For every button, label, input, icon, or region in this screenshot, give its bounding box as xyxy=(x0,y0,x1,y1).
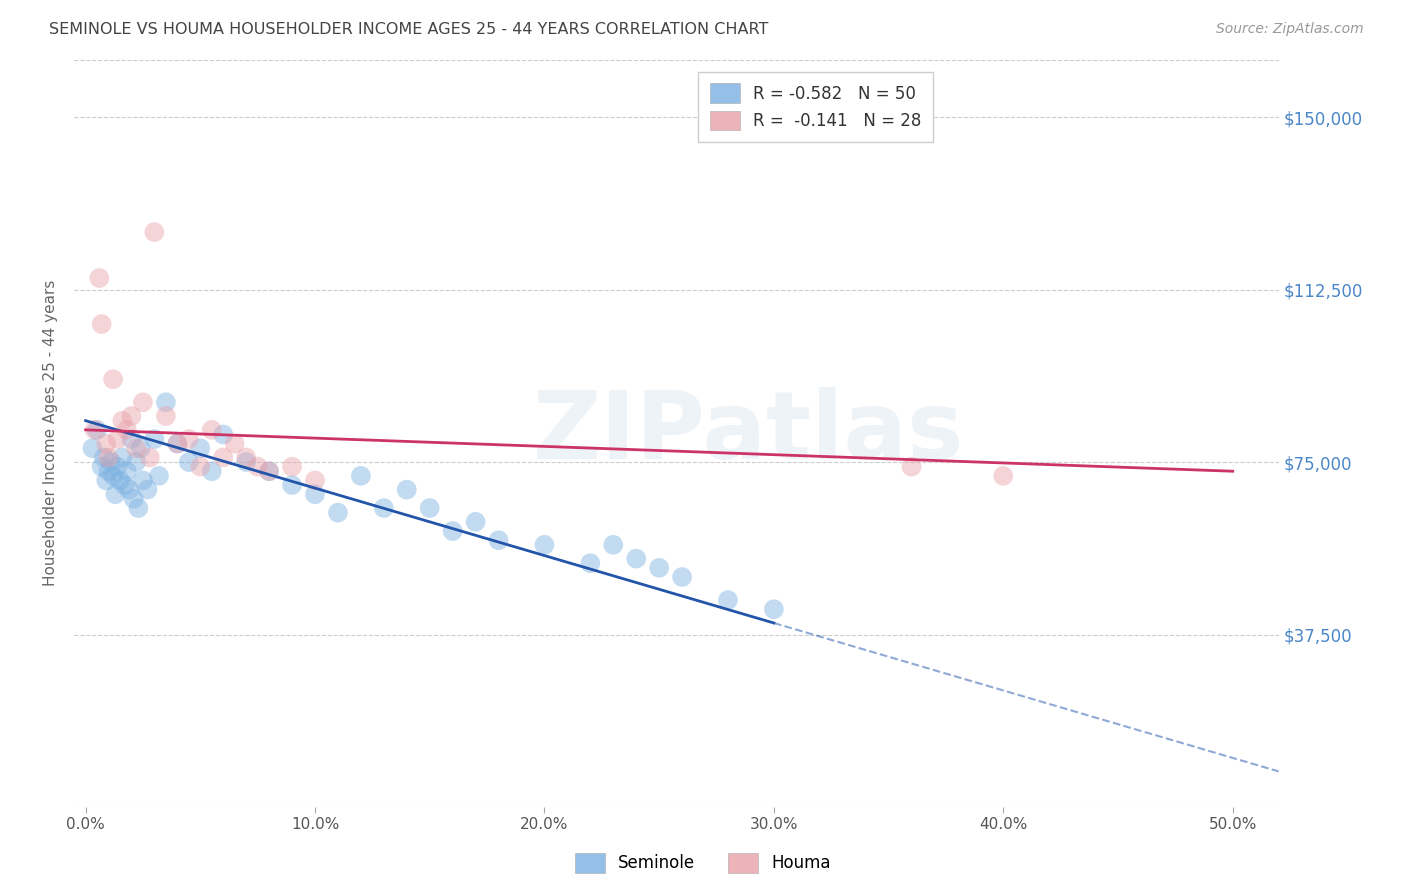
Point xyxy=(86,423,108,437)
Point xyxy=(224,436,246,450)
Y-axis label: Householder Income Ages 25 - 44 years: Householder Income Ages 25 - 44 years xyxy=(44,280,58,586)
Point xyxy=(212,427,235,442)
Point xyxy=(717,593,740,607)
Point xyxy=(111,414,134,428)
Point xyxy=(281,459,304,474)
Point xyxy=(177,432,200,446)
Point xyxy=(101,468,124,483)
Point xyxy=(89,271,111,285)
Point xyxy=(83,423,105,437)
Point xyxy=(464,515,486,529)
Point xyxy=(125,442,148,456)
Point xyxy=(419,501,441,516)
Point xyxy=(257,464,280,478)
Point xyxy=(96,474,118,488)
Point xyxy=(127,501,149,516)
Point xyxy=(533,538,555,552)
Point xyxy=(148,468,170,483)
Point xyxy=(900,459,922,474)
Point xyxy=(155,409,177,423)
Legend: Seminole, Houma: Seminole, Houma xyxy=(568,847,838,880)
Point xyxy=(107,459,129,474)
Point xyxy=(96,436,118,450)
Point xyxy=(373,501,395,516)
Point xyxy=(120,432,142,446)
Point xyxy=(188,459,211,474)
Point xyxy=(90,459,112,474)
Point xyxy=(166,436,188,450)
Point xyxy=(111,450,134,465)
Point xyxy=(177,455,200,469)
Point xyxy=(104,487,127,501)
Point xyxy=(671,570,693,584)
Point xyxy=(281,478,304,492)
Point xyxy=(139,450,162,465)
Point xyxy=(97,450,120,465)
Point xyxy=(246,459,269,474)
Point xyxy=(107,432,129,446)
Point xyxy=(201,464,224,478)
Point xyxy=(115,423,138,437)
Point xyxy=(257,464,280,478)
Point xyxy=(201,423,224,437)
Point xyxy=(350,468,373,483)
Point xyxy=(97,464,120,478)
Point xyxy=(122,491,145,506)
Point xyxy=(648,561,671,575)
Point xyxy=(212,450,235,465)
Point xyxy=(441,524,464,538)
Point xyxy=(115,464,138,478)
Point xyxy=(120,409,142,423)
Point xyxy=(602,538,624,552)
Point xyxy=(155,395,177,409)
Point xyxy=(93,450,115,465)
Point xyxy=(488,533,510,548)
Point xyxy=(118,483,141,497)
Point xyxy=(626,551,648,566)
Point xyxy=(129,442,152,456)
Point xyxy=(90,317,112,331)
Point xyxy=(132,474,155,488)
Point xyxy=(188,442,211,456)
Point xyxy=(235,450,257,465)
Point xyxy=(579,556,602,570)
Text: ZIPatlas: ZIPatlas xyxy=(533,387,965,479)
Point xyxy=(100,455,122,469)
Point xyxy=(395,483,418,497)
Point xyxy=(326,506,349,520)
Point xyxy=(136,483,159,497)
Point xyxy=(114,478,136,492)
Point xyxy=(143,225,166,239)
Point xyxy=(304,487,326,501)
Point xyxy=(132,395,155,409)
Point xyxy=(101,372,124,386)
Point xyxy=(166,436,188,450)
Point xyxy=(143,432,166,446)
Point xyxy=(304,474,326,488)
Point xyxy=(762,602,785,616)
Point xyxy=(993,468,1015,483)
Point xyxy=(82,442,104,456)
Text: SEMINOLE VS HOUMA HOUSEHOLDER INCOME AGES 25 - 44 YEARS CORRELATION CHART: SEMINOLE VS HOUMA HOUSEHOLDER INCOME AGE… xyxy=(49,22,769,37)
Point xyxy=(235,455,257,469)
Text: Source: ZipAtlas.com: Source: ZipAtlas.com xyxy=(1216,22,1364,37)
Point xyxy=(108,474,131,488)
Legend: R = -0.582   N = 50, R =  -0.141   N = 28: R = -0.582 N = 50, R = -0.141 N = 28 xyxy=(697,71,934,142)
Point xyxy=(125,455,148,469)
